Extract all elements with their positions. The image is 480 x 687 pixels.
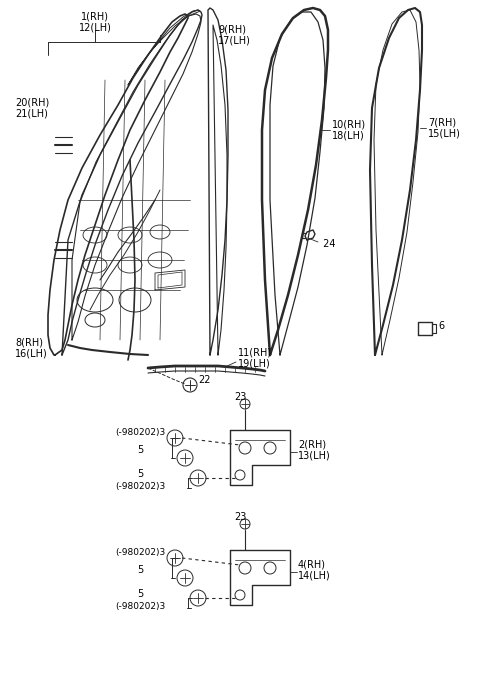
- Circle shape: [190, 590, 206, 606]
- Circle shape: [264, 562, 276, 574]
- Text: (-980202)3: (-980202)3: [115, 482, 165, 491]
- Circle shape: [240, 519, 250, 529]
- Text: 5: 5: [137, 565, 143, 575]
- Circle shape: [235, 470, 245, 480]
- Ellipse shape: [150, 225, 170, 239]
- Circle shape: [264, 442, 276, 454]
- Text: 5: 5: [137, 469, 143, 479]
- Circle shape: [177, 570, 193, 586]
- Text: 1(RH)
12(LH): 1(RH) 12(LH): [79, 11, 111, 33]
- Text: 5: 5: [137, 445, 143, 455]
- Text: 20(RH)
21(LH): 20(RH) 21(LH): [15, 97, 49, 119]
- Ellipse shape: [83, 227, 107, 243]
- Circle shape: [167, 550, 183, 566]
- Text: 6: 6: [438, 321, 444, 331]
- Text: (-980202)3: (-980202)3: [115, 602, 165, 611]
- Text: 10(RH)
18(LH): 10(RH) 18(LH): [332, 120, 366, 141]
- Ellipse shape: [119, 288, 151, 312]
- Ellipse shape: [83, 257, 107, 273]
- Text: 24: 24: [320, 239, 336, 249]
- Text: 5: 5: [137, 589, 143, 599]
- Text: 23: 23: [234, 512, 246, 522]
- Text: 9(RH)
17(LH): 9(RH) 17(LH): [218, 24, 251, 46]
- Text: 11(RH)
19(LH): 11(RH) 19(LH): [238, 347, 272, 369]
- Circle shape: [183, 378, 197, 392]
- Text: 22: 22: [198, 375, 211, 385]
- Text: 23: 23: [234, 392, 246, 402]
- Ellipse shape: [85, 313, 105, 327]
- Text: 4(RH)
14(LH): 4(RH) 14(LH): [298, 559, 331, 581]
- Circle shape: [190, 470, 206, 486]
- Circle shape: [240, 399, 250, 409]
- Circle shape: [177, 450, 193, 466]
- Text: 7(RH)
15(LH): 7(RH) 15(LH): [428, 117, 461, 139]
- Text: 8(RH)
16(LH): 8(RH) 16(LH): [15, 337, 48, 359]
- Ellipse shape: [118, 227, 142, 243]
- Circle shape: [239, 562, 251, 574]
- Circle shape: [167, 430, 183, 446]
- Ellipse shape: [148, 252, 172, 268]
- Text: (-980202)3: (-980202)3: [115, 429, 165, 438]
- Ellipse shape: [77, 288, 113, 312]
- Text: (-980202)3: (-980202)3: [115, 548, 165, 557]
- Ellipse shape: [118, 257, 142, 273]
- Text: 2(RH)
13(LH): 2(RH) 13(LH): [298, 439, 331, 461]
- Circle shape: [235, 590, 245, 600]
- Circle shape: [239, 442, 251, 454]
